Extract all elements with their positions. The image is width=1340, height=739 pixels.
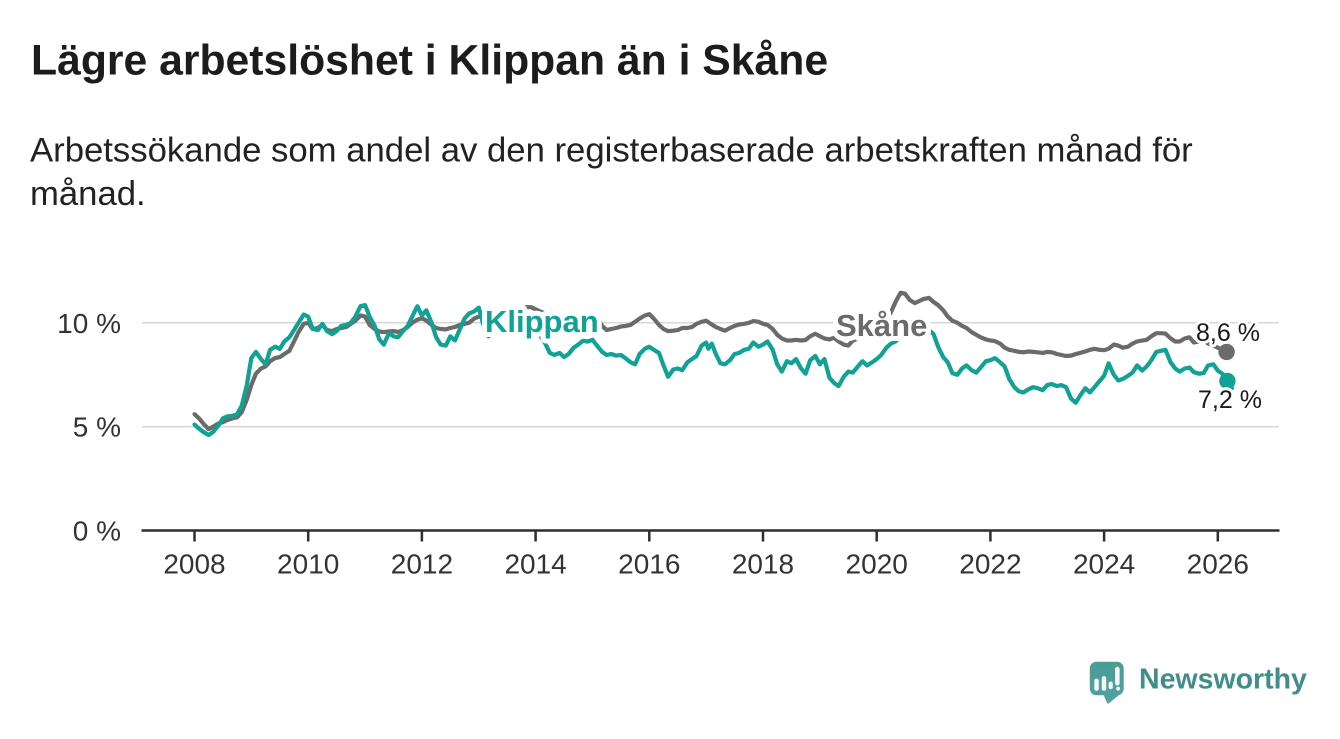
svg-text:0 %: 0 % (73, 516, 121, 547)
svg-text:Klippan: Klippan (485, 304, 599, 339)
svg-text:2024: 2024 (1073, 549, 1135, 580)
svg-text:Lägre arbetslöshet i Klippan ä: Lägre arbetslöshet i Klippan än i Skåne (31, 37, 828, 85)
svg-text:2014: 2014 (504, 549, 566, 580)
svg-text:2012: 2012 (391, 549, 453, 580)
svg-text:2018: 2018 (732, 549, 794, 580)
svg-text:8,6 %: 8,6 % (1196, 319, 1260, 347)
svg-text:2008: 2008 (163, 549, 225, 580)
svg-text:2020: 2020 (846, 549, 908, 580)
svg-text:Arbetssökande som andel av den: Arbetssökande som andel av den registerb… (30, 131, 1193, 169)
svg-text:2022: 2022 (959, 549, 1021, 580)
svg-text:Skåne: Skåne (836, 308, 927, 343)
svg-text:månad.: månad. (30, 175, 146, 213)
svg-text:5 %: 5 % (73, 412, 121, 443)
svg-text:2010: 2010 (277, 549, 339, 580)
svg-text:7,2 %: 7,2 % (1198, 386, 1262, 414)
svg-text:2026: 2026 (1187, 549, 1249, 580)
svg-text:Newsworthy: Newsworthy (1139, 664, 1307, 696)
svg-text:10 %: 10 % (57, 308, 121, 339)
svg-text:2016: 2016 (618, 549, 680, 580)
